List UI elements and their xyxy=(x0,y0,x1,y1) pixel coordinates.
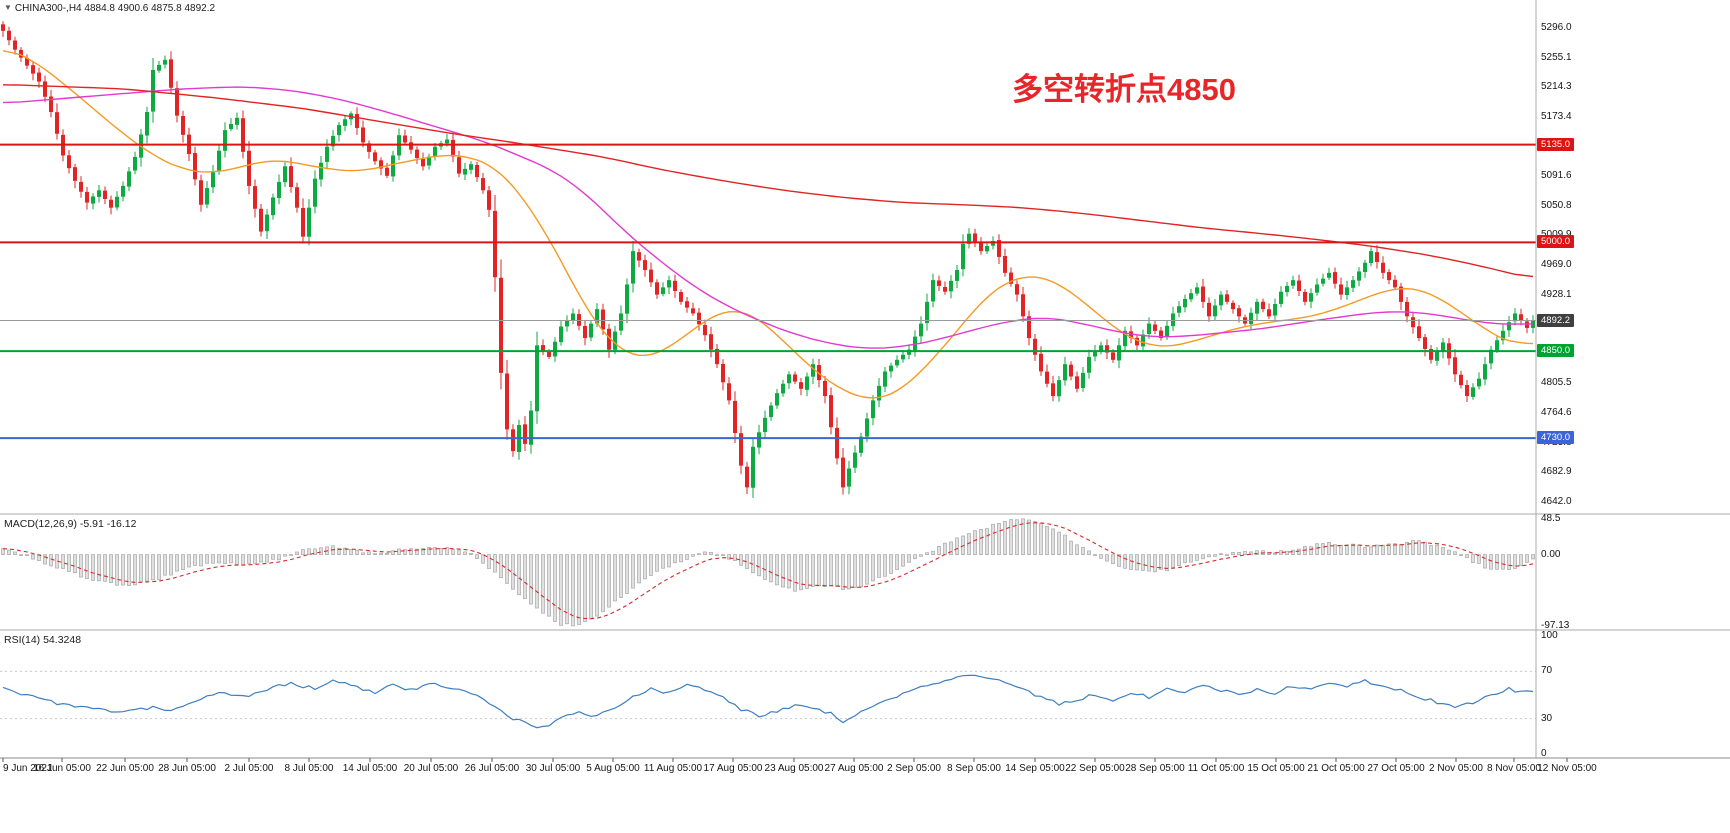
rsi-scale-label: 100 xyxy=(1541,630,1558,641)
chart-title: ▼ CHINA300-,H4 4884.8 4900.6 4875.8 4892.… xyxy=(4,3,215,14)
price-tick-label: 4682.9 xyxy=(1541,466,1572,478)
price-tick-label: 4805.5 xyxy=(1541,377,1572,389)
price-line-badge: 5135.0 xyxy=(1537,137,1575,151)
price-line-badge: 4850.0 xyxy=(1537,344,1575,358)
rsi-indicator-label: RSI(14) 54.3248 xyxy=(4,634,82,646)
price-tick-label: 4764.6 xyxy=(1541,407,1572,418)
price-tick-label: 4928.1 xyxy=(1541,288,1572,300)
price-tick-label: 5091.6 xyxy=(1541,170,1572,182)
price-tick-label: 5009.9 xyxy=(1541,229,1572,241)
macd-scale-label: 48.5 xyxy=(1541,513,1561,524)
chart-annotation-text[interactable]: 多空转折点4850 xyxy=(1012,72,1236,107)
rsi-scale-label: 0 xyxy=(1541,748,1547,759)
price-tick-label: 5255.1 xyxy=(1541,51,1572,63)
macd-indicator-label: MACD(12,26,9) -5.91 -16.12 xyxy=(4,518,137,530)
price-tick-label: 5296.0 xyxy=(1541,21,1572,33)
price-line-badge: 5000.0 xyxy=(1537,235,1575,249)
price-line-badge: 4730.0 xyxy=(1537,431,1575,445)
price-tick-label: 5050.8 xyxy=(1541,199,1572,211)
price-tick-label: 4642.0 xyxy=(1541,495,1572,507)
price-tick-label: 5214.3 xyxy=(1541,81,1572,93)
rsi-scale-label: 30 xyxy=(1541,712,1553,724)
macd-scale-label: 0.00 xyxy=(1541,548,1561,560)
rsi-scale-label: 70 xyxy=(1541,665,1553,677)
macd-scale-label: -97.13 xyxy=(1541,620,1570,631)
price-tick-label: 4969.0 xyxy=(1541,258,1572,270)
price-tick-label: 5173.4 xyxy=(1541,110,1572,122)
current-price-badge: 4892.2 xyxy=(1537,313,1575,327)
price-axis[interactable]: 5296.05255.15214.35173.45132.55091.65050… xyxy=(1536,0,1730,833)
chart-dropdown-icon[interactable]: ▼ xyxy=(4,3,12,12)
symbol-ohlc-text: CHINA300-,H4 4884.8 4900.6 4875.8 4892.2 xyxy=(14,3,216,14)
